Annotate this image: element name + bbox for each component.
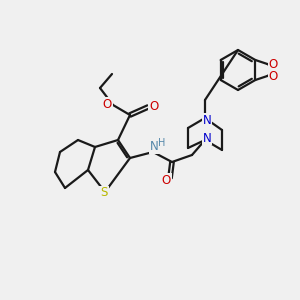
Text: O: O [102, 98, 112, 110]
Text: O: O [149, 100, 159, 112]
Text: N: N [150, 140, 158, 154]
Text: O: O [269, 58, 278, 70]
Text: N: N [202, 113, 211, 127]
Text: O: O [269, 70, 278, 83]
Text: H: H [158, 138, 166, 148]
Text: O: O [161, 173, 171, 187]
Text: S: S [100, 187, 108, 200]
Text: N: N [202, 131, 211, 145]
